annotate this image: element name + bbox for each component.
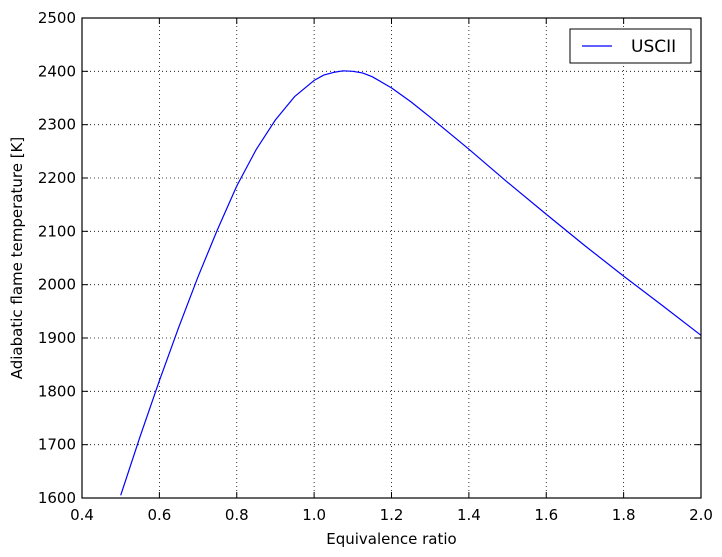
x-tick-label: 1.2 xyxy=(380,506,404,524)
y-tick-label: 1600 xyxy=(38,489,76,507)
x-tick-label: 0.6 xyxy=(147,506,171,524)
y-tick-label: 2400 xyxy=(38,62,76,80)
x-tick-label: 1.4 xyxy=(457,506,481,524)
y-tick-label: 2000 xyxy=(38,276,76,294)
x-axis-label: Equivalence ratio xyxy=(326,530,456,548)
series-line-uscii xyxy=(120,70,702,496)
y-tick-label: 1900 xyxy=(38,329,76,347)
y-tick-label: 2500 xyxy=(38,9,76,27)
x-tick-label: 0.4 xyxy=(70,506,94,524)
legend: USCII xyxy=(569,28,692,64)
y-tick-label: 2200 xyxy=(38,169,76,187)
y-tick-label: 1700 xyxy=(38,436,76,454)
x-tick-label: 1.8 xyxy=(612,506,636,524)
series-layer xyxy=(120,70,702,496)
x-tick-label: 1.6 xyxy=(534,506,558,524)
y-tick-label: 2300 xyxy=(38,116,76,134)
tick-labels: 0.4 0.6 0.8 1.0 1.2 1.4 1.6 1.8 2.0 1600 1700 1800 1… xyxy=(38,9,713,524)
legend-label-uscii: USCII xyxy=(631,37,676,57)
y-axis-label: Adiabatic flame temperature [K] xyxy=(8,137,26,380)
x-tick-label: 0.8 xyxy=(225,506,249,524)
x-tick-label: 2.0 xyxy=(689,506,713,524)
y-tick-label: 2100 xyxy=(38,222,76,240)
x-tick-label: 1.0 xyxy=(302,506,326,524)
grid xyxy=(82,18,701,498)
y-tick-label: 1800 xyxy=(38,382,76,400)
ticks xyxy=(81,17,702,499)
